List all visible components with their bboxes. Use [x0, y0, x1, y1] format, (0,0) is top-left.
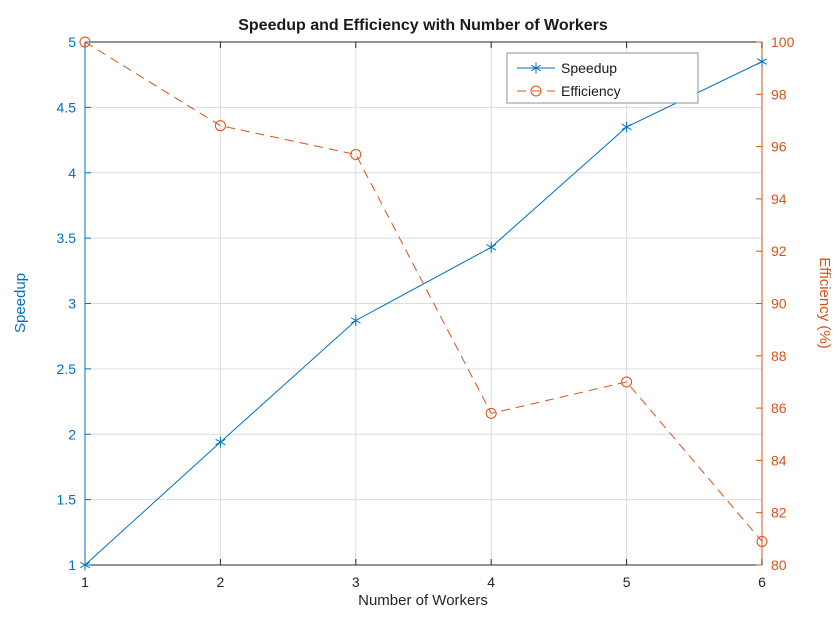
circle-marker [214, 120, 226, 132]
asterisk-marker [79, 561, 91, 569]
left-tick-label: 3 [68, 296, 76, 312]
legend-entry-label: Efficiency [561, 83, 621, 99]
asterisk-marker [621, 123, 632, 131]
right-y-axis-label: Efficiency (%) [816, 257, 833, 348]
left-tick-label: 1.5 [57, 492, 77, 508]
right-tick-label: 80 [771, 557, 787, 573]
asterisk-marker [350, 317, 361, 324]
x-tick-label: 3 [352, 574, 360, 590]
right-tick-label: 94 [771, 191, 787, 207]
right-tick-label: 88 [771, 348, 787, 364]
right-tick-label: 86 [771, 400, 787, 416]
x-tick-label: 2 [217, 574, 225, 590]
right-tick-label: 92 [771, 243, 787, 259]
plot-generated: 1 2 3 4 5 6 1 1.5 2 2.5 3 3.5 4 4.5 5 80 82 84 86 88 90 92 94 9… [57, 34, 795, 590]
left-tick-label: 2.5 [57, 361, 77, 377]
left-tick-label: 5 [68, 34, 76, 50]
circle-marker [79, 36, 91, 48]
right-tick-label: 100 [771, 34, 795, 50]
chart-title: Speedup and Efficiency with Number of Wo… [238, 17, 608, 34]
legend-marker [530, 85, 542, 97]
right-tick-label: 82 [771, 505, 787, 521]
left-tick-label: 4 [68, 165, 76, 181]
right-tick-label: 84 [771, 452, 787, 468]
left-y-axis-label: Speedup [12, 273, 29, 333]
circle-marker [350, 148, 362, 160]
circle-marker [756, 535, 768, 547]
x-tick-label: 4 [487, 574, 495, 590]
left-tick-label: 2 [68, 426, 76, 442]
left-tick-label: 3.5 [57, 230, 77, 246]
right-tick-label: 98 [771, 86, 787, 102]
x-tick-label: 5 [623, 574, 631, 590]
legend-entry-label: Speedup [561, 60, 617, 76]
right-tick-label: 90 [771, 296, 787, 312]
asterisk-marker [486, 244, 497, 251]
asterisk-marker [530, 64, 542, 72]
left-tick-label: 4.5 [57, 99, 77, 115]
x-axis-label: Number of Workers [358, 592, 488, 609]
circle-marker [485, 407, 497, 419]
circle-marker [621, 376, 633, 388]
asterisk-marker [215, 438, 226, 446]
x-tick-label: 1 [81, 574, 89, 590]
right-tick-label: 96 [771, 139, 787, 155]
asterisk-marker [756, 58, 768, 65]
x-tick-label: 6 [758, 574, 766, 590]
left-tick-label: 1 [68, 557, 76, 573]
series-line-efficiency [84, 41, 763, 542]
